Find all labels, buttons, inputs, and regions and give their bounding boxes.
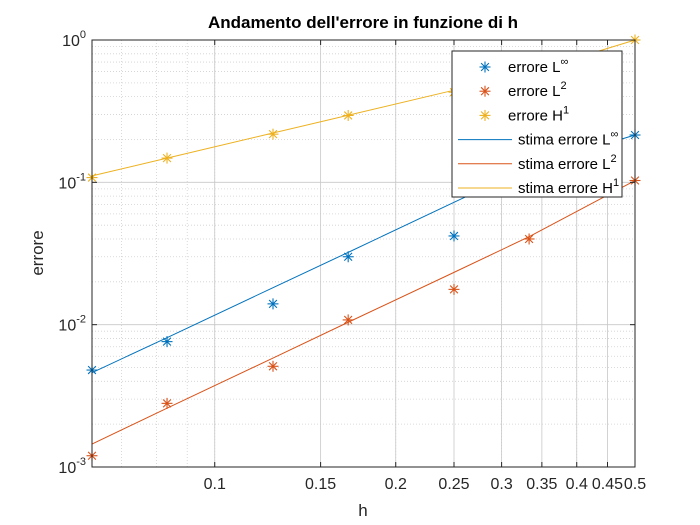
plot-box [91,39,636,468]
y-tick-label: 10-2 [58,314,86,335]
legend-marker-0 [479,61,491,73]
legend-label-4: stima errore L2 [518,153,617,173]
y-tick-label: 100 [62,29,86,50]
y-tick-label: 10-1 [58,171,86,192]
legend-label-0: errore L∞ [508,56,568,76]
data-point-series-0 [267,298,279,310]
x-tick-label: 0.25 [438,476,469,493]
data-point-series-1 [523,233,535,245]
x-tick-label: 0.5 [624,476,646,493]
x-tick-label: 0.2 [385,476,407,493]
data-point-series-0 [342,251,354,263]
ticks [92,39,636,468]
data-point-series-2 [267,128,279,140]
y-tick-labels: 10-3 10-2 10-1 100 [58,29,86,477]
y-axis-label: errore [28,230,47,275]
legend: errore L∞ errore L2 errore H1 stima errore … [451,50,623,198]
legend-marker-1 [479,85,491,97]
x-tick-label: 0.4 [566,476,588,493]
x-tick-label: 0.1 [204,476,226,493]
legend-label-5: stima errore H1 [518,177,619,197]
x-axis-label: h [358,501,367,520]
x-tick-label: 0.3 [490,476,512,493]
legend-label-3: stima errore L∞ [518,129,618,149]
data-point-series-1 [342,314,354,326]
legend-label-2: errore H1 [508,104,569,124]
data-point-series-0 [161,336,173,348]
data-point-series-1 [267,360,279,372]
data-point-series-1 [161,397,173,409]
y-tick-label: 10-3 [58,456,86,477]
legend-marker-2 [479,109,491,121]
data-point-series-0 [448,230,460,242]
x-tick-labels: 0.1 0.15 0.2 0.25 0.3 0.35 0.4 0.45 0.5 [204,476,647,493]
data-point-series-2 [342,109,354,121]
x-tick-label: 0.35 [526,476,557,493]
data-point-series-1 [448,283,460,295]
chart-title: Andamento dell'errore in funzione di h [208,13,518,32]
legend-box [451,50,623,198]
x-tick-label: 0.15 [305,476,336,493]
data-point-series-2 [161,152,173,164]
legend-label-1: errore L2 [508,80,567,100]
x-tick-label: 0.45 [592,476,623,493]
